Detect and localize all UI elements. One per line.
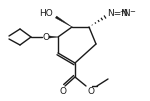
Text: +: + (120, 9, 125, 15)
Text: N=N: N=N (107, 9, 128, 18)
Text: HO: HO (39, 9, 53, 18)
Text: −: − (129, 9, 135, 15)
Text: O: O (88, 87, 95, 96)
Text: O: O (60, 86, 66, 96)
Polygon shape (49, 36, 58, 38)
Text: O: O (42, 33, 50, 42)
Polygon shape (55, 16, 72, 27)
Text: :N: :N (122, 9, 131, 18)
